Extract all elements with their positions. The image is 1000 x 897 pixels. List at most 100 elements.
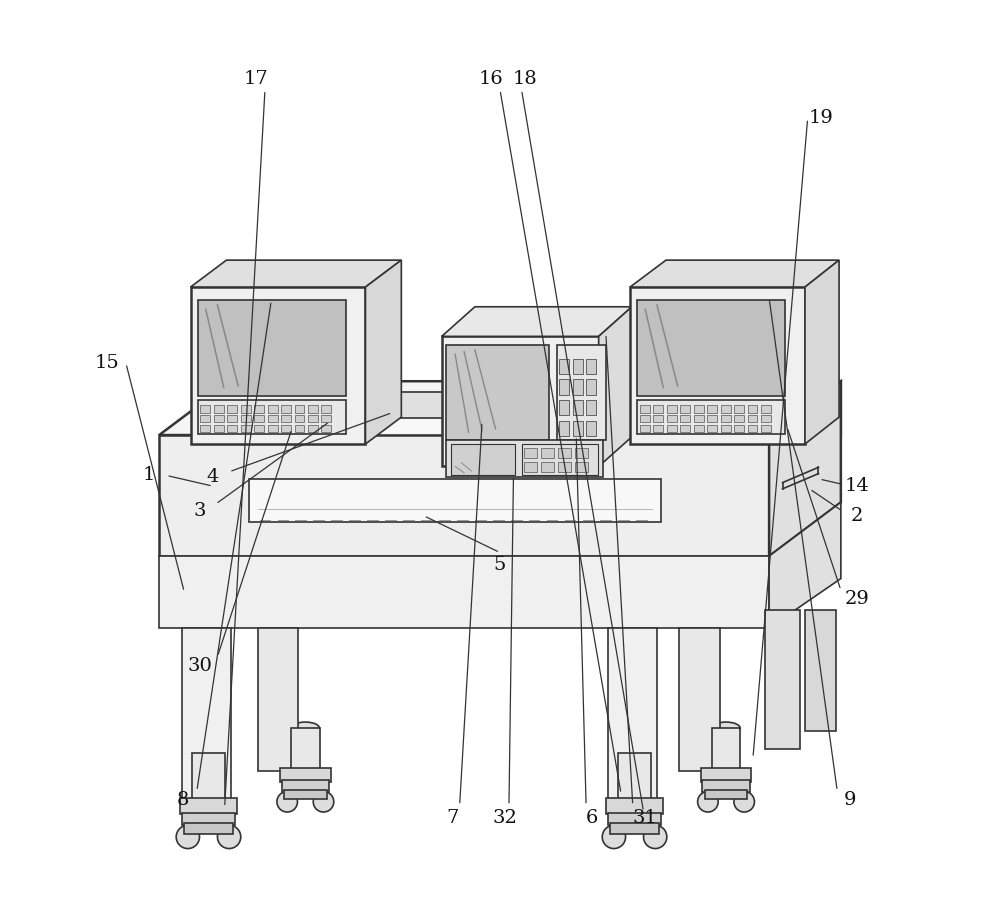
- Bar: [446, 345, 549, 440]
- Ellipse shape: [734, 791, 754, 812]
- Bar: [282, 780, 329, 791]
- Bar: [180, 798, 237, 814]
- Bar: [667, 425, 677, 432]
- Bar: [761, 415, 771, 422]
- Polygon shape: [769, 381, 841, 556]
- Bar: [608, 813, 661, 825]
- Bar: [653, 415, 663, 422]
- Bar: [701, 768, 751, 782]
- Bar: [227, 425, 237, 432]
- Bar: [559, 421, 569, 436]
- Bar: [280, 768, 331, 782]
- Bar: [721, 415, 731, 422]
- Polygon shape: [365, 260, 401, 444]
- Bar: [451, 444, 515, 475]
- Bar: [541, 448, 554, 458]
- Bar: [707, 405, 717, 413]
- Bar: [707, 415, 717, 422]
- Bar: [308, 405, 318, 413]
- Bar: [295, 415, 304, 422]
- Text: 14: 14: [845, 477, 869, 495]
- Bar: [748, 425, 757, 432]
- Text: 17: 17: [244, 70, 268, 88]
- Bar: [524, 462, 537, 472]
- Bar: [705, 790, 747, 799]
- Bar: [182, 813, 235, 825]
- Bar: [559, 400, 569, 415]
- Ellipse shape: [277, 791, 297, 812]
- Bar: [653, 425, 663, 432]
- Text: 2: 2: [851, 507, 863, 525]
- Bar: [214, 425, 224, 432]
- Text: 6: 6: [585, 809, 598, 827]
- Text: 16: 16: [479, 70, 503, 88]
- Bar: [308, 415, 318, 422]
- Bar: [200, 425, 210, 432]
- Bar: [630, 287, 805, 444]
- Bar: [734, 415, 744, 422]
- Bar: [761, 425, 771, 432]
- Bar: [653, 405, 663, 413]
- Bar: [721, 405, 731, 413]
- Bar: [679, 628, 720, 771]
- Bar: [573, 400, 583, 415]
- Bar: [295, 425, 304, 432]
- Bar: [214, 405, 224, 413]
- Bar: [308, 425, 318, 432]
- Bar: [241, 425, 251, 432]
- Bar: [241, 405, 251, 413]
- Bar: [522, 444, 598, 475]
- Polygon shape: [442, 307, 632, 336]
- Bar: [608, 628, 657, 807]
- Bar: [575, 462, 588, 472]
- Bar: [241, 415, 251, 422]
- Bar: [227, 415, 237, 422]
- Bar: [198, 400, 346, 434]
- Bar: [640, 415, 650, 422]
- Ellipse shape: [618, 746, 651, 761]
- Bar: [694, 405, 704, 413]
- Bar: [575, 448, 588, 458]
- Bar: [446, 440, 603, 477]
- Bar: [524, 448, 537, 458]
- Bar: [707, 425, 717, 432]
- Bar: [765, 610, 800, 749]
- Bar: [559, 359, 569, 374]
- Bar: [637, 400, 785, 434]
- Bar: [268, 415, 278, 422]
- Bar: [559, 379, 569, 395]
- Bar: [694, 415, 704, 422]
- Bar: [558, 462, 571, 472]
- Polygon shape: [805, 260, 839, 444]
- Text: 4: 4: [207, 468, 219, 486]
- Bar: [667, 415, 677, 422]
- Bar: [321, 405, 331, 413]
- Text: 8: 8: [177, 791, 190, 809]
- Bar: [227, 405, 237, 413]
- Bar: [586, 421, 596, 436]
- Bar: [610, 823, 659, 834]
- Bar: [254, 405, 264, 413]
- Bar: [258, 628, 298, 771]
- Bar: [573, 359, 583, 374]
- Bar: [442, 336, 599, 466]
- Bar: [618, 753, 651, 800]
- Bar: [321, 425, 331, 432]
- Bar: [586, 379, 596, 395]
- Bar: [712, 728, 740, 770]
- Bar: [573, 379, 583, 395]
- Text: 7: 7: [446, 809, 459, 827]
- Bar: [557, 345, 606, 440]
- Bar: [281, 425, 291, 432]
- Polygon shape: [639, 396, 800, 422]
- Ellipse shape: [313, 791, 334, 812]
- Text: 15: 15: [95, 354, 119, 372]
- Ellipse shape: [192, 746, 225, 761]
- Polygon shape: [244, 392, 491, 422]
- Bar: [191, 287, 365, 444]
- Text: 32: 32: [492, 809, 517, 827]
- Bar: [182, 628, 231, 807]
- Bar: [586, 359, 596, 374]
- Bar: [734, 405, 744, 413]
- Ellipse shape: [176, 825, 200, 849]
